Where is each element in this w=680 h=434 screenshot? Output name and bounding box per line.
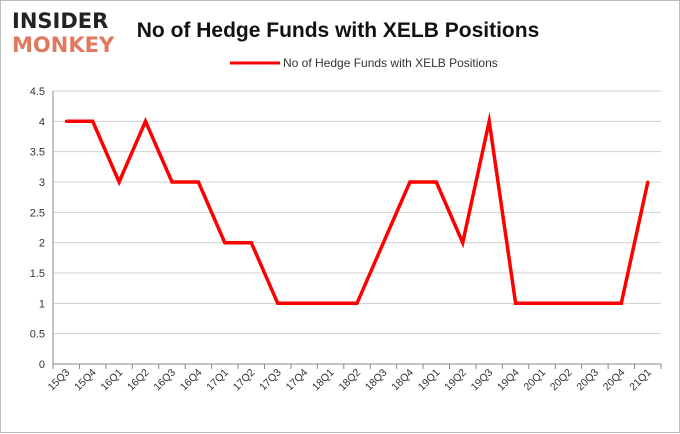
x-tick-label: 18Q4 — [389, 367, 416, 394]
x-tick-label: 20Q1 — [522, 367, 549, 394]
data-point — [434, 180, 438, 184]
logo-line-monkey: MONKEY — [12, 33, 115, 57]
insider-monkey-logo: INSIDER MONKEY — [12, 9, 115, 57]
axes — [52, 91, 662, 369]
data-point — [514, 301, 518, 305]
data-point — [144, 119, 148, 123]
gridlines — [53, 90, 661, 335]
y-tick-label: 3.5 — [30, 147, 45, 159]
y-tick-label: 1 — [39, 298, 45, 310]
x-tick-label: 21Q1 — [627, 367, 654, 394]
data-point — [487, 119, 491, 123]
data-point — [170, 180, 174, 184]
data-point — [196, 180, 200, 184]
data-point — [593, 301, 597, 305]
y-tick-label: 0 — [39, 359, 45, 371]
x-tick-label: 15Q4 — [72, 367, 99, 394]
legend: No of Hedge Funds with XELB Positions — [230, 56, 498, 70]
x-tick-label: 19Q1 — [416, 367, 443, 394]
y-tick-label: 4.5 — [30, 86, 45, 98]
x-axis-tick-labels: 15Q3 15Q4 16Q1 16Q2 16Q3 16Q4 17Q1 17Q2 17Q3 17Q4… — [46, 367, 654, 394]
y-tick-label: 4 — [39, 116, 45, 128]
series-layer — [64, 111, 650, 306]
data-point — [646, 180, 650, 184]
x-tick-label: 19Q2 — [442, 367, 469, 394]
x-tick-label: 16Q3 — [151, 367, 178, 394]
x-tick-label: 17Q1 — [204, 367, 231, 394]
data-point — [355, 301, 359, 305]
x-tick-label: 20Q4 — [601, 367, 628, 394]
x-tick-label: 16Q2 — [125, 367, 152, 394]
data-point — [619, 301, 623, 305]
y-tick-label: 2 — [39, 238, 45, 250]
y-tick-label: 2.5 — [30, 207, 45, 219]
data-point — [329, 301, 333, 305]
data-point — [540, 301, 544, 305]
x-tick-label: 19Q4 — [495, 367, 522, 394]
x-tick-label: 20Q3 — [574, 367, 601, 394]
data-point — [461, 241, 465, 245]
x-tick-label: 19Q3 — [469, 367, 496, 394]
x-tick-label: 17Q2 — [231, 367, 258, 394]
y-tick-label: 0.5 — [30, 329, 45, 341]
data-point — [381, 241, 385, 245]
data-point — [64, 119, 68, 123]
y-tick-label: 3 — [39, 177, 45, 189]
data-point — [117, 180, 121, 184]
data-point — [91, 119, 95, 123]
x-tick-label: 18Q3 — [363, 367, 390, 394]
chart-title: No of Hedge Funds with XELB Positions — [137, 19, 540, 42]
x-tick-label: 18Q2 — [336, 367, 363, 394]
data-point — [408, 180, 412, 184]
x-tick-label: 18Q1 — [310, 367, 337, 394]
x-tick-label: 16Q1 — [99, 367, 126, 394]
data-point — [302, 301, 306, 305]
x-tick-label: 15Q3 — [46, 367, 73, 394]
x-tick-label: 17Q3 — [257, 367, 284, 394]
logo-line-insider: INSIDER — [12, 9, 108, 33]
x-tick-label: 16Q4 — [178, 367, 205, 394]
x-tick-label: 17Q4 — [284, 367, 311, 394]
x-tick-label: 20Q2 — [548, 367, 575, 394]
data-point — [223, 241, 227, 245]
data-point — [566, 301, 570, 305]
y-tick-label: 1.5 — [30, 268, 45, 280]
data-point — [276, 301, 280, 305]
legend-label: No of Hedge Funds with XELB Positions — [283, 56, 498, 70]
data-point — [249, 241, 253, 245]
y-axis-tick-labels: 0 0.5 1 1.5 2 2.5 3 3.5 4 4.5 — [30, 86, 45, 371]
